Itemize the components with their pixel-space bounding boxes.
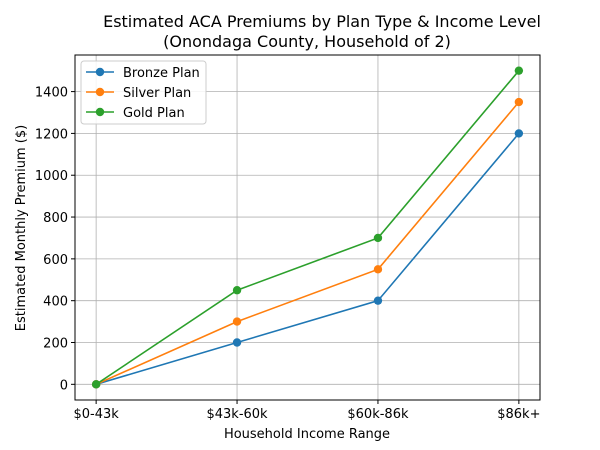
data-point	[373, 265, 383, 274]
series-line-silver-plan	[95, 101, 520, 386]
x-tick-label: $0-43k	[73, 407, 119, 422]
y-tick-label: 400	[43, 295, 68, 310]
y-tick-label: 600	[43, 253, 68, 268]
series-line-gold-plan	[95, 70, 520, 385]
x-axis-label: Household Income Range	[224, 427, 390, 442]
y-tick-label: 1400	[35, 86, 68, 101]
chart-subtitle: (Onondaga County, Household of 2)	[163, 32, 451, 51]
legend-label: Gold Plan	[123, 106, 185, 121]
data-point	[91, 380, 101, 389]
x-tick-label: $60k-86k	[347, 407, 409, 422]
y-tick-label: 800	[43, 211, 68, 226]
legend-box	[80, 60, 207, 125]
legend-marker	[95, 67, 105, 77]
y-tick-label: 1200	[35, 127, 68, 142]
data-point	[373, 296, 383, 305]
y-tick-label: 200	[43, 337, 68, 352]
data-point	[514, 97, 524, 107]
data-point	[514, 129, 524, 138]
data-point	[373, 233, 383, 243]
legend: Bronze Plan Silver Plan Gold Plan	[80, 60, 207, 125]
plot-frame	[74, 54, 541, 401]
data-point	[232, 317, 242, 326]
data-point	[514, 66, 524, 75]
chart-title: Estimated ACA Premiums by Plan Type & In…	[103, 12, 541, 31]
y-axis-label: Estimated Monthly Premium ($)	[14, 125, 29, 331]
y-tick-label: 1000	[35, 169, 68, 184]
data-point	[232, 338, 242, 347]
series-line-bronze-plan	[95, 132, 520, 386]
legend-label: Silver Plan	[123, 86, 191, 101]
data-point	[232, 286, 242, 295]
x-tick-label: $43k-60k	[206, 407, 268, 422]
legend-marker	[95, 87, 105, 97]
legend-label: Bronze Plan	[123, 66, 200, 81]
x-tick-label: $86k+	[497, 407, 540, 422]
y-tick-label: 0	[60, 378, 68, 393]
legend-marker	[95, 107, 105, 117]
